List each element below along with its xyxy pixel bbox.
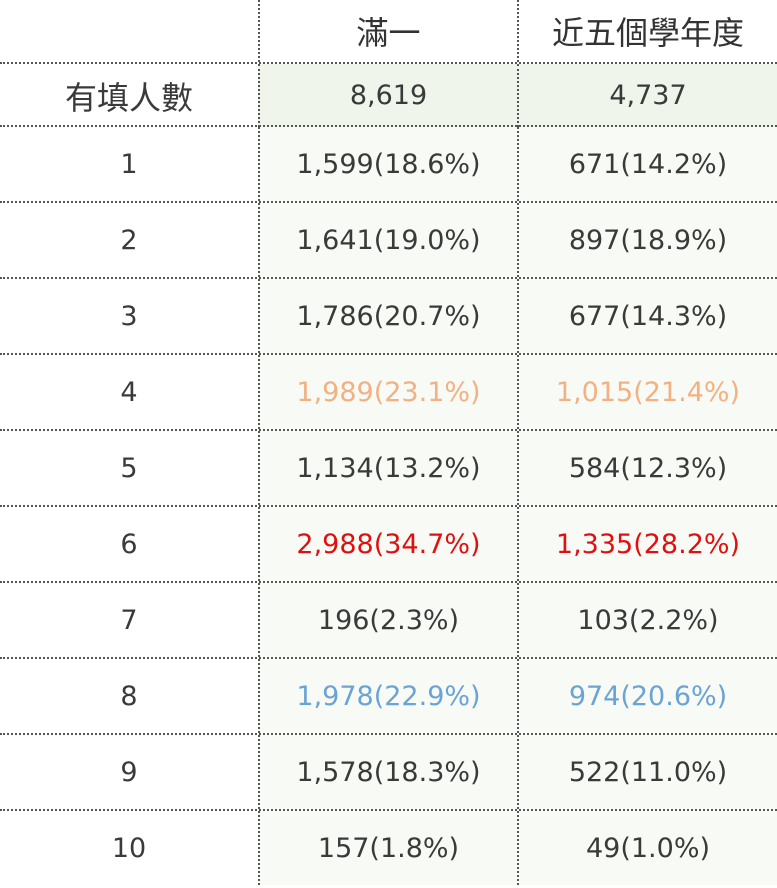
value-recent-five-years: 671(14.2%) (517, 127, 777, 201)
value-full-year: 196(2.3%) (258, 583, 517, 657)
value-full-year: 1,786(20.7%) (258, 279, 517, 353)
value-recent-five-years: 677(14.3%) (517, 279, 777, 353)
value-full-year: 1,978(22.9%) (258, 659, 517, 733)
table-row: 2 1,641(19.0%) 897(18.9%) (0, 201, 777, 277)
count-recent-five-years: 4,737 (517, 64, 777, 127)
header-row: 滿一 近五個學年度 (0, 0, 777, 62)
value-recent-five-years: 584(12.3%) (517, 431, 777, 505)
value-recent-five-years: 1,015(21.4%) (517, 355, 777, 429)
header-recent-five-years: 近五個學年度 (517, 0, 777, 62)
row-label: 7 (120, 604, 138, 636)
row-label: 2 (120, 224, 138, 256)
row-label: 5 (120, 452, 138, 484)
row-label: 有填人數 (64, 78, 193, 117)
table-row: 9 1,578(18.3%) 522(11.0%) (0, 733, 777, 809)
value-full-year: 2,988(34.7%) (258, 507, 517, 581)
table-row: 5 1,134(13.2%) 584(12.3%) (0, 429, 777, 505)
value-full-year: 1,599(18.6%) (258, 127, 517, 201)
respondent-count-row: 有填人數 8,619 4,737 (0, 62, 777, 127)
table-row: 3 1,786(20.7%) 677(14.3%) (0, 277, 777, 353)
row-label: 4 (120, 376, 138, 408)
table-row: 1 1,599(18.6%) 671(14.2%) (0, 125, 777, 201)
value-full-year: 1,989(23.1%) (258, 355, 517, 429)
table-row: 6 2,988(34.7%) 1,335(28.2%) (0, 505, 777, 581)
row-label: 6 (120, 528, 138, 560)
header-full-year: 滿一 (258, 0, 517, 62)
row-label: 3 (120, 300, 138, 332)
count-full-year: 8,619 (258, 64, 517, 127)
value-recent-five-years: 1,335(28.2%) (517, 507, 777, 581)
value-recent-five-years: 522(11.0%) (517, 735, 777, 809)
value-recent-five-years: 974(20.6%) (517, 659, 777, 733)
value-recent-five-years: 49(1.0%) (517, 811, 777, 885)
table-row: 4 1,989(23.1%) 1,015(21.4%) (0, 353, 777, 429)
value-full-year: 1,641(19.0%) (258, 203, 517, 277)
header-empty-cell (0, 0, 258, 62)
value-recent-five-years: 897(18.9%) (517, 203, 777, 277)
table-row: 7 196(2.3%) 103(2.2%) (0, 581, 777, 657)
row-label: 1 (120, 148, 138, 180)
row-label: 8 (120, 680, 138, 712)
value-full-year: 1,578(18.3%) (258, 735, 517, 809)
row-label: 9 (120, 756, 138, 788)
row-label: 10 (111, 832, 147, 864)
table-row: 10 157(1.8%) 49(1.0%) (0, 809, 777, 885)
value-full-year: 157(1.8%) (258, 811, 517, 885)
value-recent-five-years: 103(2.2%) (517, 583, 777, 657)
table-row: 8 1,978(22.9%) 974(20.6%) (0, 657, 777, 733)
value-full-year: 1,134(13.2%) (258, 431, 517, 505)
